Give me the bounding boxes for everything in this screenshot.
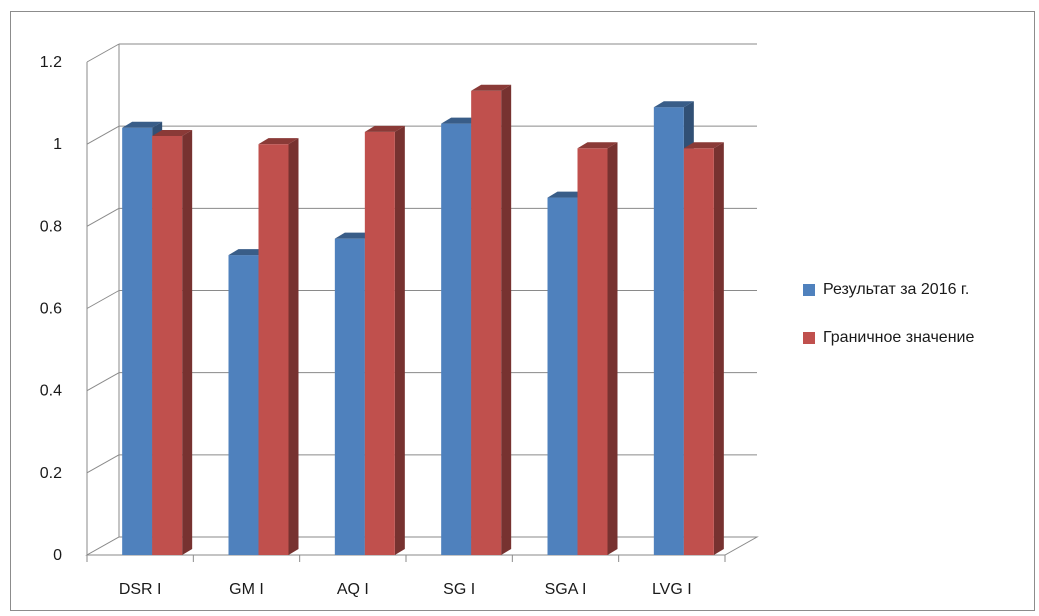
x-tick-label: AQ I [337, 581, 369, 598]
gridline-depth [86, 372, 120, 392]
bar-2-gmi [258, 138, 299, 555]
y-tick-label: 1.2 [40, 54, 62, 71]
bar-2-dsri [152, 129, 193, 555]
chart-legend: Результат за 2016 г. Граничное значение [803, 280, 974, 376]
gridline-depth [86, 290, 120, 309]
x-tick-label: SG I [443, 581, 475, 598]
y-tick-label: 0.4 [40, 383, 62, 400]
x-tick-label: GM I [229, 581, 264, 598]
legend-item-series-2: Граничное значение [803, 328, 974, 348]
legend-swatch-series-1 [803, 284, 815, 296]
gridline-depth [86, 125, 120, 145]
y-tick-label: 0.6 [40, 301, 62, 318]
x-tick-label: SGA I [545, 581, 587, 598]
x-tick-label: DSR I [119, 581, 162, 598]
legend-item-series-1: Результат за 2016 г. [803, 280, 974, 300]
x-tick-label: LVG I [652, 581, 692, 598]
bar-2-sgai [577, 142, 618, 555]
y-tick-label: 1 [53, 136, 62, 153]
gridline-depth [86, 207, 120, 227]
bar-2-aqi [364, 125, 405, 555]
bar-2-sgi [471, 84, 512, 555]
legend-label-series-1: Результат за 2016 г. [823, 281, 970, 298]
gridline-depth [86, 43, 120, 63]
gridline-depth [86, 454, 120, 474]
legend-swatch-series-2 [803, 332, 815, 344]
legend-label-series-2: Граничное значение [823, 329, 975, 346]
y-tick-label: 0.8 [40, 218, 62, 235]
y-tick-label: 0.2 [40, 465, 62, 482]
y-tick-label: 0 [53, 547, 62, 564]
bar-2-lvgi [683, 142, 724, 555]
